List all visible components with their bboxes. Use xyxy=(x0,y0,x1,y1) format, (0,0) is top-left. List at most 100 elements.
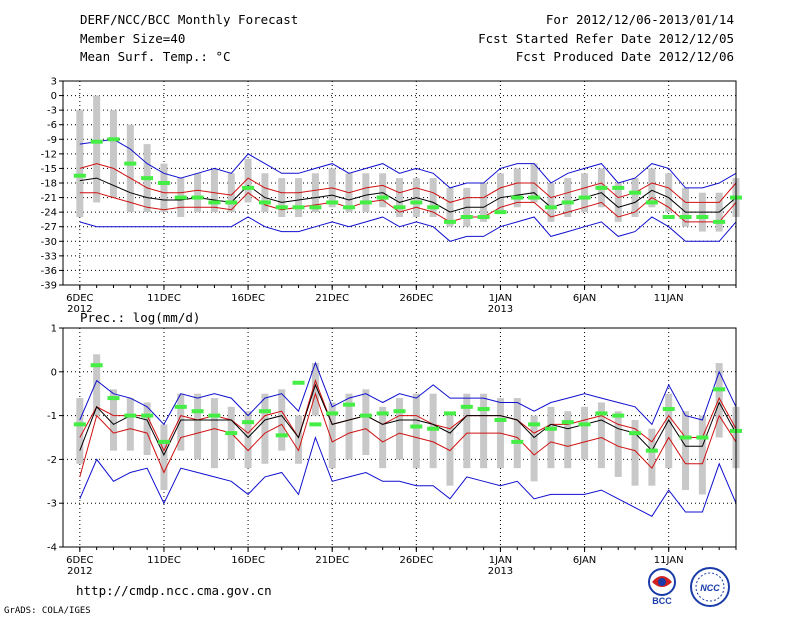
spread-box xyxy=(597,402,605,469)
observed-marker xyxy=(679,435,692,440)
spread-box xyxy=(715,363,723,438)
spread-box xyxy=(581,406,589,460)
observed-marker xyxy=(292,380,305,385)
observed-marker xyxy=(595,411,608,416)
observed-marker xyxy=(73,422,86,427)
observed-marker xyxy=(225,431,238,436)
observed-marker xyxy=(679,215,692,219)
spread-box xyxy=(648,168,656,208)
chart-title: DERF/NCC/BCC Monthly Forecast xyxy=(80,12,299,27)
observed-marker xyxy=(359,200,372,205)
spread-box xyxy=(547,183,555,222)
x-tick-label: 6JAN xyxy=(573,293,596,304)
observed-marker xyxy=(629,431,642,436)
x-tick-label: 11JAN xyxy=(654,293,684,304)
spread-box xyxy=(513,398,521,469)
footer-url[interactable]: http://cmdp.ncc.cma.gov.cn xyxy=(76,583,272,598)
grads-credit: GrADS: COLA/IGES xyxy=(4,606,91,616)
spread-box xyxy=(396,398,403,460)
spread-box xyxy=(295,415,303,464)
spread-box xyxy=(412,393,420,469)
spread-box xyxy=(631,419,639,486)
observed-marker xyxy=(494,417,507,422)
x-tick-label: 11DEC xyxy=(147,293,181,304)
observed-marker xyxy=(258,409,271,414)
spread-box xyxy=(665,393,673,469)
bcc-logo: BCC xyxy=(648,568,676,606)
spread-box xyxy=(614,183,622,222)
bcc-logo-text: BCC xyxy=(652,596,672,606)
observed-marker xyxy=(326,200,339,205)
y-tick-label: -12 xyxy=(41,149,57,160)
y-tick-label: -1 xyxy=(47,411,57,422)
x-tick-year-label: 2012 xyxy=(67,566,92,577)
spread-box xyxy=(160,424,168,491)
observed-marker xyxy=(242,185,255,190)
observed-marker xyxy=(544,426,557,431)
spread-box xyxy=(648,428,656,486)
x-tick-label: 16DEC xyxy=(231,555,265,566)
spread-box xyxy=(210,398,218,469)
x-tick-label: 26DEC xyxy=(399,293,433,304)
spread-box xyxy=(513,168,521,208)
observed-marker xyxy=(578,195,591,200)
observed-marker xyxy=(645,448,658,453)
observed-marker xyxy=(343,205,356,210)
x-tick-label: 6DEC xyxy=(66,555,93,566)
series-line-upper-inner xyxy=(79,379,737,452)
spread-box xyxy=(446,187,454,227)
spread-box xyxy=(194,173,202,213)
spread-box xyxy=(547,406,555,469)
observed-marker xyxy=(528,422,541,427)
spread-box xyxy=(328,402,336,469)
spread-box xyxy=(396,178,403,217)
fcst-started-date: Fcst Started Refer Date 2012/12/05 xyxy=(478,31,734,46)
y-tick-label: -39 xyxy=(41,281,57,292)
observed-marker xyxy=(713,387,726,392)
y-tick-label: -15 xyxy=(41,164,57,175)
spread-box xyxy=(614,411,622,477)
observed-marker xyxy=(494,210,507,215)
x-tick-label: 6JAN xyxy=(573,555,596,566)
series-line-lower-outer xyxy=(79,435,737,517)
spread-box xyxy=(564,411,572,469)
observed-marker xyxy=(107,396,120,401)
x-tick-label: 1JAN xyxy=(489,293,512,304)
observed-marker xyxy=(662,215,675,219)
observed-marker xyxy=(376,195,389,200)
spread-box xyxy=(261,393,269,464)
observed-marker xyxy=(309,422,322,427)
spread-box xyxy=(109,389,117,451)
y-tick-label: -3 xyxy=(47,106,57,117)
spread-box xyxy=(227,173,235,213)
spread-box xyxy=(429,393,437,469)
spread-box xyxy=(362,389,370,456)
observed-marker xyxy=(343,402,356,407)
series-line-upper-outer xyxy=(79,138,737,189)
spread-box xyxy=(109,110,117,198)
spread-box xyxy=(581,173,589,213)
observed-marker xyxy=(713,219,726,224)
series-line-lower-outer xyxy=(79,216,737,242)
observed-marker xyxy=(157,181,170,185)
observed-marker xyxy=(662,407,675,412)
forecast-period: For 2012/12/06-2013/01/14 xyxy=(545,12,734,27)
observed-marker xyxy=(578,422,591,427)
spread-box xyxy=(345,393,353,460)
observed-marker xyxy=(443,219,456,224)
x-tick-year-label: 2012 xyxy=(67,304,92,315)
x-tick-label: 6DEC xyxy=(66,293,93,304)
observed-marker xyxy=(309,205,322,210)
y-tick-label: -36 xyxy=(41,266,57,277)
spread-box xyxy=(244,158,252,203)
spread-box xyxy=(93,95,101,203)
spread-box xyxy=(379,173,387,208)
observed-marker xyxy=(427,205,440,210)
x-tick-label: 16DEC xyxy=(231,293,265,304)
observed-marker xyxy=(561,420,574,425)
spread-box xyxy=(311,363,319,416)
series-line-upper-inner xyxy=(79,163,737,203)
spread-box xyxy=(480,393,488,469)
series-line-mean xyxy=(79,177,737,213)
